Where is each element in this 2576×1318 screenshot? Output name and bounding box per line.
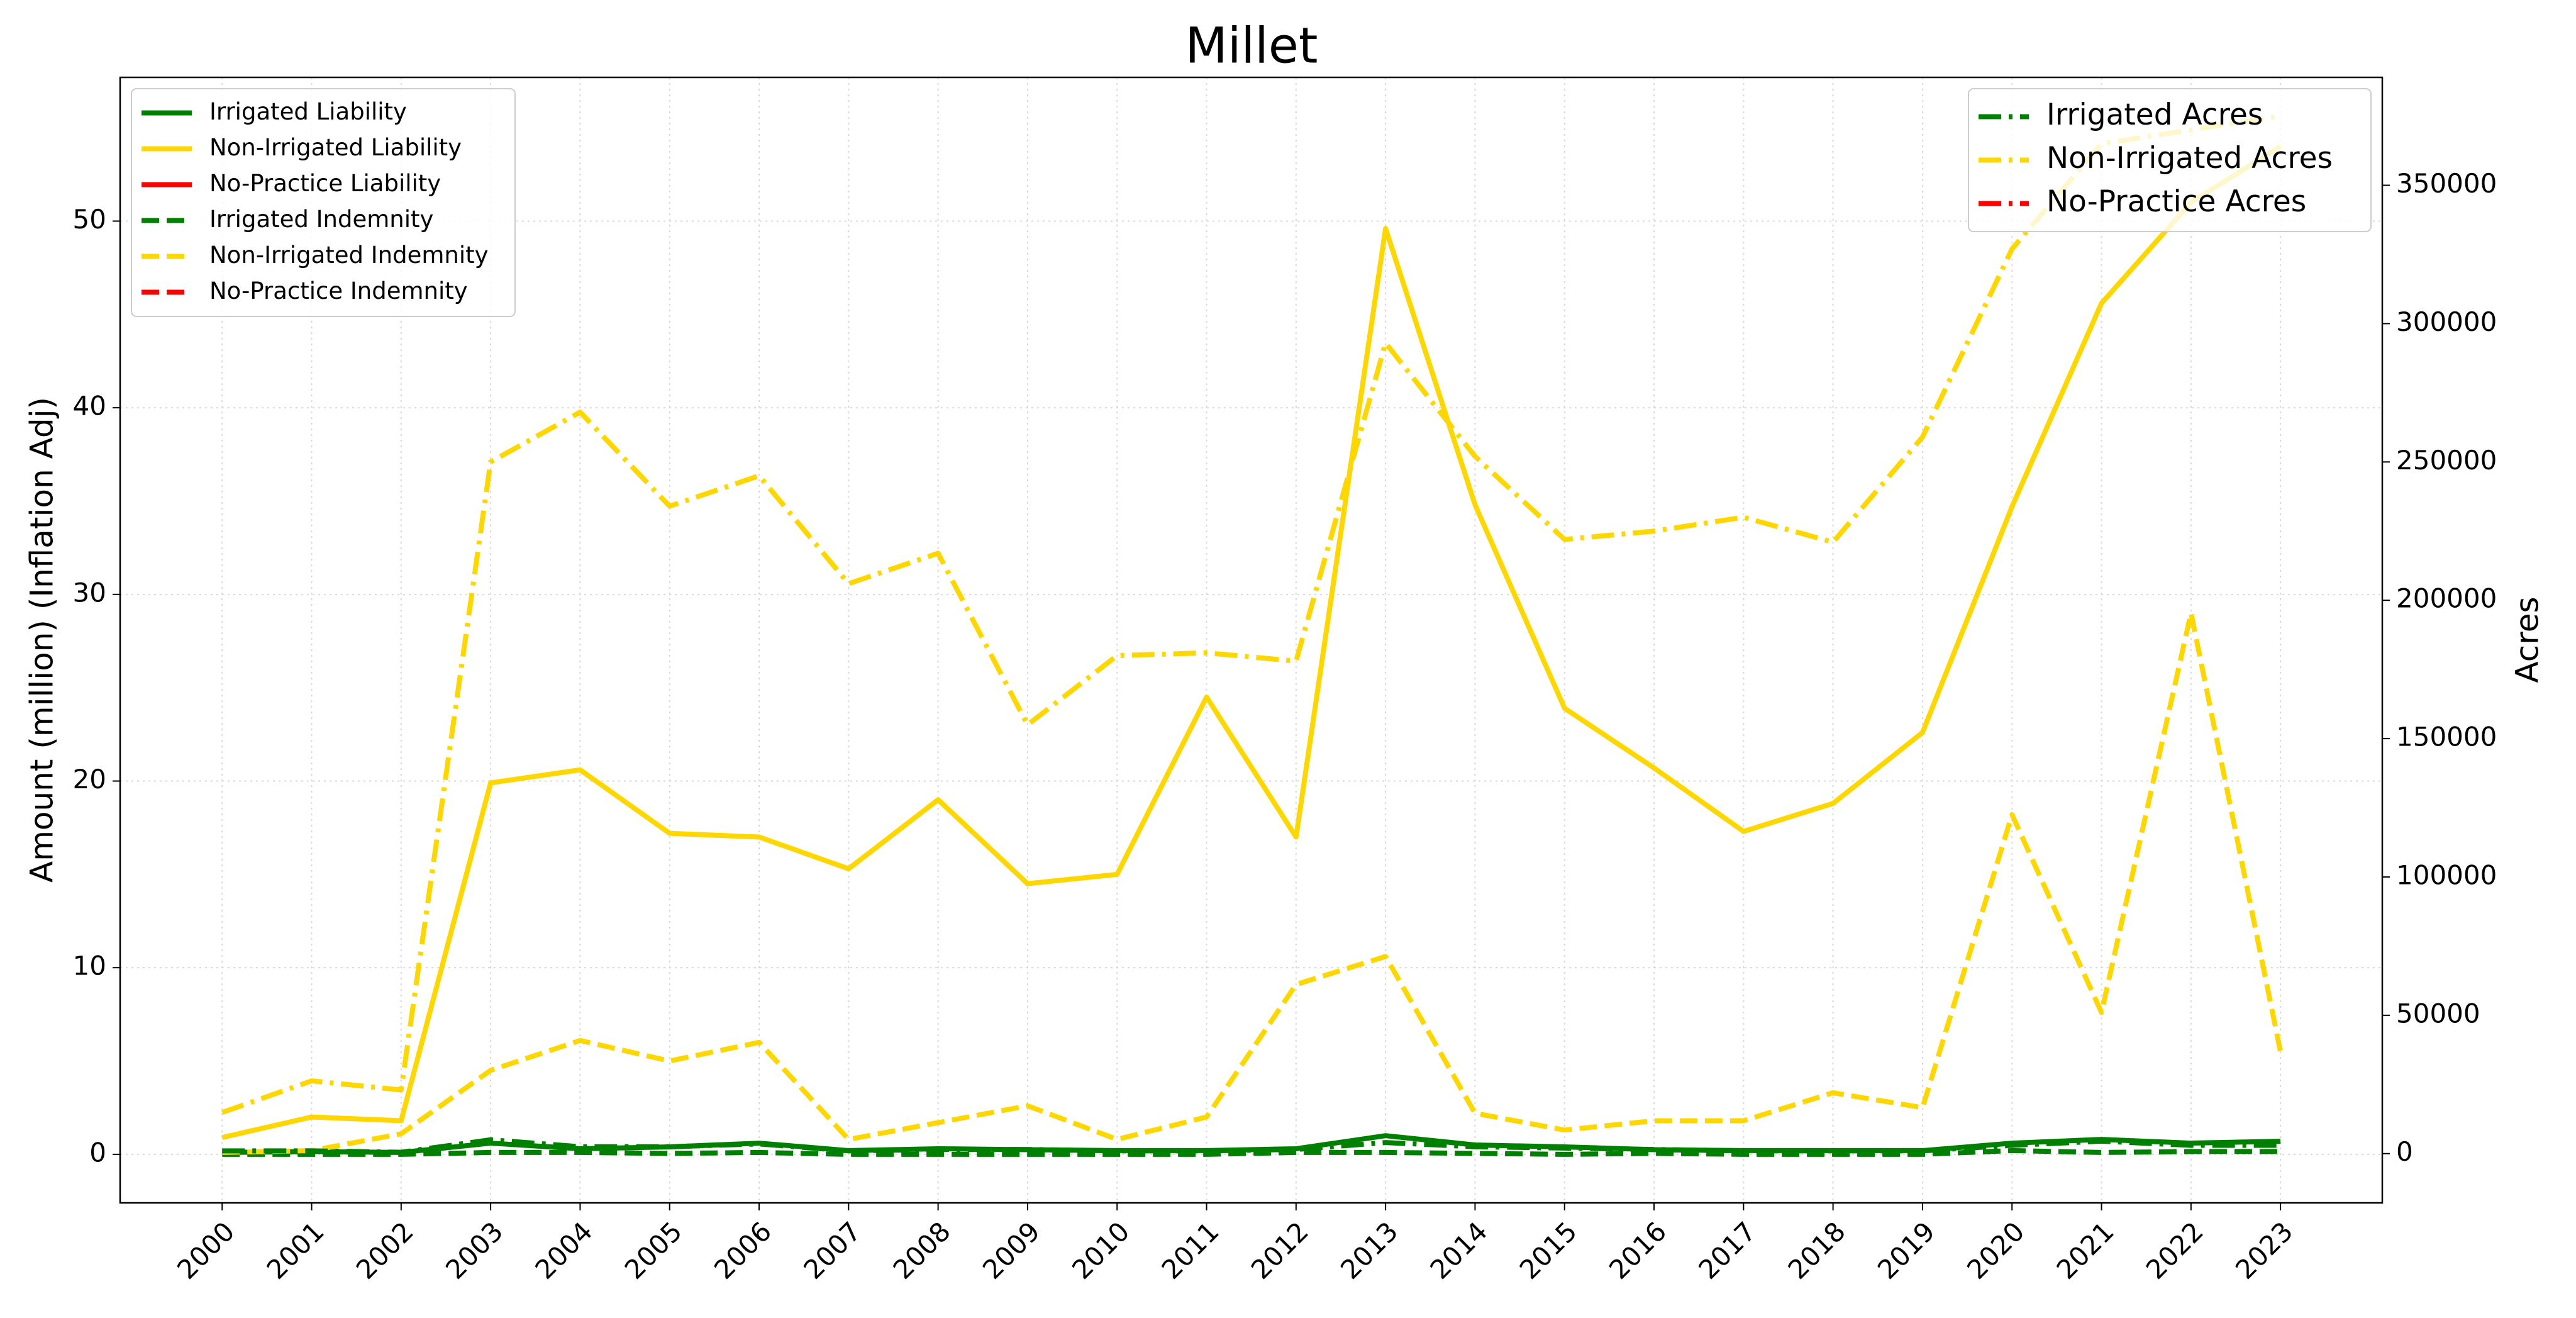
x-tick-label: 2007 (797, 1216, 867, 1285)
y2-tick-label: 300000 (2396, 306, 2497, 337)
x-tick-label: 2019 (1872, 1216, 1941, 1285)
y2-tick-label: 350000 (2396, 168, 2497, 199)
x-tick-label: 2011 (1155, 1216, 1224, 1285)
x-tick-label: 2005 (619, 1216, 688, 1285)
y2-tick-label: 200000 (2396, 583, 2497, 614)
legend-label: Non-Irrigated Liability (209, 134, 462, 161)
legend-label: Irrigated Liability (209, 98, 407, 125)
y-axis-label: Amount (million) (Inflation Adj) (24, 397, 60, 883)
x-tick-label: 2001 (260, 1216, 330, 1285)
y-tick-label: 20 (73, 764, 106, 795)
legend-label: No-Practice Indemnity (209, 277, 468, 304)
legend: Irrigated Acres Non-Irrigated Acres No-Pra… (1968, 88, 2372, 232)
legend-label: No-Practice Acres (2046, 184, 2306, 219)
x-tick-label: 2017 (1692, 1216, 1762, 1285)
x-tick-label: 2012 (1245, 1216, 1314, 1285)
y2-tick-label: 50000 (2396, 998, 2480, 1029)
series-line (222, 610, 2284, 1155)
series-line (221, 113, 2281, 1115)
legend-label: Irrigated Acres (2046, 98, 2263, 132)
y-tick-label: 10 (73, 951, 106, 981)
x-tick-label: 2000 (171, 1216, 240, 1285)
x-tick-label: 2002 (350, 1216, 419, 1285)
chart-title: Millet (1185, 18, 1318, 74)
legend-box (131, 88, 516, 317)
legend-label: Non-Irrigated Acres (2046, 141, 2333, 176)
legend: Irrigated Liability Non-Irrigated Liabili… (131, 88, 516, 317)
x-tick-label: 2016 (1603, 1216, 1672, 1285)
x-tick-label: 2023 (2229, 1216, 2299, 1285)
y-tick-label: 50 (73, 204, 106, 235)
x-tick-label: 2008 (887, 1216, 957, 1285)
x-tick-label: 2013 (1335, 1216, 1404, 1285)
series-line (222, 1137, 2281, 1155)
series-line (221, 144, 2282, 1141)
x-tick-label: 2004 (529, 1216, 598, 1285)
x-tick-label: 2010 (1066, 1216, 1135, 1285)
legend-box (1968, 88, 2372, 232)
legend-label: Non-Irrigated Indemnity (209, 242, 489, 269)
legend-label: Irrigated Indemnity (209, 206, 433, 233)
x-tick-label: 2009 (977, 1216, 1046, 1285)
x-tick-label: 2018 (1782, 1216, 1852, 1285)
y2-tick-label: 0 (2396, 1136, 2413, 1167)
y2-tick-label: 100000 (2396, 859, 2497, 890)
y-tick-label: 0 (89, 1137, 106, 1168)
y2-tick-label: 250000 (2396, 445, 2497, 476)
x-tick-label: 2020 (1961, 1216, 2030, 1285)
y2-tick-label: 150000 (2396, 722, 2497, 752)
series-line (222, 1148, 2281, 1157)
y2-axis-label: Acres (2509, 596, 2546, 683)
x-tick-label: 2014 (1424, 1216, 1493, 1285)
y-tick-label: 40 (73, 391, 106, 422)
x-tick-label: 2003 (440, 1216, 509, 1285)
x-tick-label: 2022 (2140, 1216, 2209, 1285)
legend-label: No-Practice Liability (209, 170, 441, 197)
y-tick-label: 30 (73, 577, 106, 608)
x-tick-label: 2015 (1514, 1216, 1583, 1285)
x-tick-label: 2021 (2050, 1216, 2119, 1285)
x-tick-label: 2006 (708, 1216, 777, 1285)
plot-frame (119, 76, 2384, 1204)
